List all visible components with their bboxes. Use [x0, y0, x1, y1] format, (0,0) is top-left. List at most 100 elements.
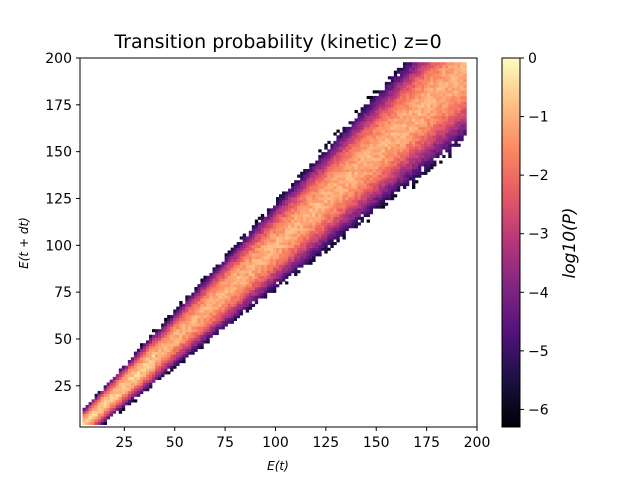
heatmap-cell [408, 98, 413, 102]
heatmap-cell [236, 256, 240, 260]
heatmap-cell [251, 270, 256, 274]
heatmap-cell [354, 183, 358, 187]
heatmap-cell [269, 284, 274, 288]
heatmap-cell [460, 76, 464, 80]
heatmap-cell [412, 185, 416, 189]
heatmap-cell [85, 407, 89, 411]
heatmap-cell [339, 191, 343, 195]
heatmap-cell [363, 126, 367, 130]
heatmap-cell [439, 90, 443, 94]
heatmap-cell [366, 115, 370, 119]
heatmap-cell [408, 104, 413, 108]
heatmap-cell [218, 270, 222, 274]
heatmap-cell [303, 256, 307, 260]
heatmap-cell [412, 166, 416, 170]
heatmap-cell [405, 65, 410, 69]
heatmap-cell [97, 421, 101, 425]
heatmap-cell [203, 320, 207, 324]
heatmap-cell [121, 402, 126, 406]
heatmap-cell [342, 216, 346, 220]
heatmap-cell [309, 171, 313, 175]
heatmap-cell [421, 67, 425, 71]
heatmap-cell [387, 135, 392, 139]
heatmap-cell [372, 191, 377, 195]
heatmap-cell [357, 216, 361, 220]
heatmap-cell [424, 163, 428, 167]
heatmap-cell [224, 289, 228, 293]
heatmap-cell [421, 62, 425, 66]
heatmap-cell [457, 101, 461, 105]
heatmap-cell [176, 312, 180, 316]
heatmap-cell [203, 331, 207, 336]
heatmap-cell [339, 213, 343, 218]
heatmap-cell [294, 253, 298, 257]
heatmap-cell [309, 205, 313, 209]
heatmap-cell [254, 239, 259, 243]
heatmap-cell [442, 84, 446, 88]
heatmap-cell [139, 362, 144, 366]
heatmap-cell [130, 393, 135, 397]
heatmap-cell [285, 211, 289, 215]
heatmap-cell [88, 421, 92, 425]
heatmap-cell [291, 185, 295, 189]
heatmap-cell [215, 264, 219, 268]
heatmap-cell [185, 334, 189, 338]
heatmap-cell [173, 331, 177, 336]
heatmap-cell [451, 62, 455, 66]
heatmap-cell [369, 118, 374, 122]
heatmap-cell [436, 154, 440, 159]
heatmap-cell [266, 275, 271, 279]
heatmap-cell [197, 312, 201, 316]
heatmap-cell [136, 360, 141, 364]
heatmap-cell [321, 157, 325, 161]
heatmap-cell [442, 73, 446, 77]
heatmap-cell [433, 132, 437, 136]
heatmap-cell [399, 180, 404, 184]
heatmap-cell [149, 343, 153, 347]
heatmap-cell [415, 87, 419, 91]
heatmap-cell [357, 163, 361, 167]
heatmap-cell [288, 250, 292, 254]
heatmap-cell [375, 124, 380, 128]
heatmap-cell [109, 396, 114, 400]
heatmap-cell [399, 81, 404, 85]
heatmap-cell [318, 230, 322, 234]
heatmap-cell [445, 107, 449, 111]
heatmap-cell [318, 233, 322, 237]
heatmap-cell [206, 295, 210, 299]
heatmap-cell [291, 197, 295, 201]
heatmap-cell [327, 202, 331, 206]
heatmap-cell [263, 278, 268, 282]
heatmap-cell [251, 230, 256, 234]
heatmap-cell [442, 98, 446, 102]
heatmap-cell [251, 239, 256, 243]
heatmap-cell [179, 343, 183, 347]
heatmap-cell [366, 191, 370, 195]
heatmap-cell [354, 185, 358, 189]
heatmap-cell [282, 230, 286, 234]
heatmap-cell [297, 256, 301, 260]
heatmap-cell [387, 174, 392, 178]
heatmap-cell [421, 93, 425, 97]
heatmap-cell [454, 67, 458, 71]
heatmap-cell [463, 98, 467, 102]
heatmap-cell [339, 180, 343, 184]
heatmap-cell [200, 320, 204, 324]
heatmap-cell [402, 79, 407, 83]
heatmap-cell [396, 160, 401, 164]
heatmap-cell [212, 275, 216, 279]
heatmap-cell [399, 124, 404, 128]
heatmap-cell [412, 183, 416, 187]
heatmap-cell [251, 286, 256, 291]
heatmap-cell [415, 67, 419, 71]
heatmap-cell [242, 295, 247, 299]
heatmap-cell [363, 168, 367, 173]
heatmap-cell [130, 360, 135, 364]
heatmap-cell [152, 379, 156, 383]
heatmap-cell [324, 199, 328, 203]
heatmap-cell [460, 87, 464, 91]
heatmap-cell [381, 98, 386, 102]
heatmap-cell [288, 213, 292, 218]
heatmap-cell [176, 309, 180, 313]
heatmap-cell [424, 95, 428, 100]
